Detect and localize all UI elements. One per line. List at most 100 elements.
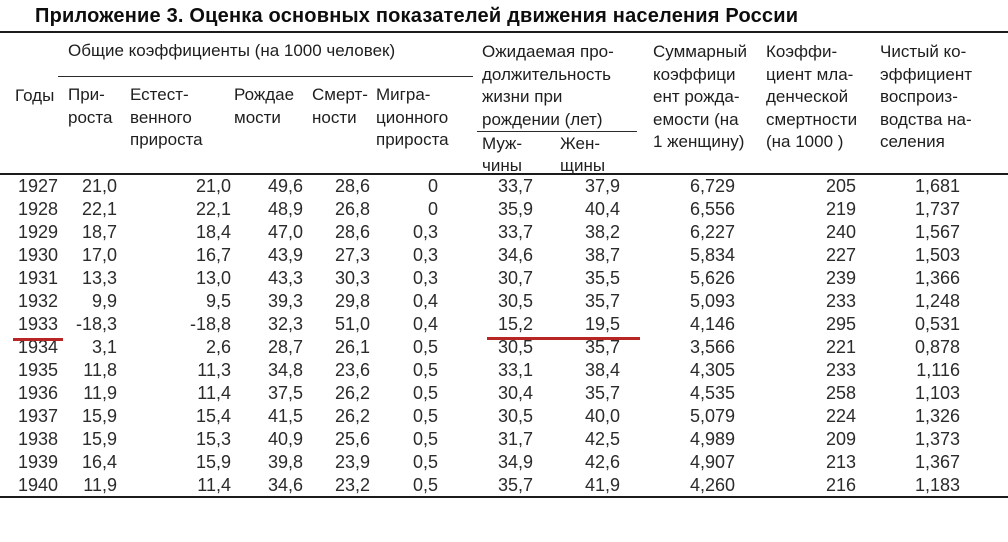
value-cell: 15,4 (195, 406, 231, 426)
table-row: 1927 21,0 21,0 49,6 28,6 0 33,7 37,9 6,729 205 1,6… (0, 175, 1008, 198)
value-cell: 26,1 (334, 337, 370, 357)
value-cell: 23,9 (334, 452, 370, 472)
value-cell: 41,5 (267, 406, 303, 426)
value-cell: 4,907 (689, 452, 735, 472)
value-cell: 0,5 (412, 429, 438, 449)
value-cell: 1,737 (914, 199, 960, 219)
value-cell: 33,7 (497, 222, 533, 242)
table-row: 1939 16,4 15,9 39,8 23,9 0,5 34,9 42,6 4,907 213 1… (0, 451, 1008, 474)
value-cell: 43,9 (267, 245, 303, 265)
value-cell: 18,7 (81, 222, 117, 242)
value-cell: 0,5 (412, 360, 438, 380)
value-cell: 19,5 (584, 314, 620, 334)
value-cell: 0 (427, 176, 438, 196)
value-cell: 40,4 (584, 199, 620, 219)
value-cell: 13,3 (81, 268, 117, 288)
table-row: 1935 11,8 11,3 34,8 23,6 0,5 33,1 38,4 4,305 233 1… (0, 359, 1008, 382)
value-cell: 0,3 (412, 245, 438, 265)
value-cell: 227 (825, 245, 856, 265)
header-group-life-columns: Муж- чины Жен- щины (443, 133, 627, 178)
value-cell: 34,6 (497, 245, 533, 265)
value-cell: 22,1 (195, 199, 231, 219)
value-cell: 22,1 (81, 199, 117, 219)
value-cell: 1,681 (914, 176, 960, 196)
header-group-common-label: Общие коэффициенты (на 1000 человек) (58, 40, 473, 77)
value-cell: 51,0 (334, 314, 370, 334)
value-cell: 0,5 (412, 474, 438, 495)
value-cell: 6,556 (689, 199, 735, 219)
header-growth: При- роста (68, 85, 113, 127)
value-cell: 4,535 (689, 383, 735, 403)
year-cell: 1938 (17, 429, 59, 449)
table-row: 1934 3,1 2,6 28,7 26,1 0,5 30,5 35,7 3,566 221 0,8… (0, 336, 1008, 359)
value-cell: 15,2 (497, 314, 533, 334)
value-cell: 16,7 (195, 245, 231, 265)
value-cell: 34,9 (497, 452, 533, 472)
value-cell: 35,7 (584, 291, 620, 311)
value-cell: 0,531 (914, 314, 960, 334)
value-cell: 17,0 (81, 245, 117, 265)
year-cell: 1936 (17, 383, 59, 403)
value-cell: 30,3 (334, 268, 370, 288)
value-cell: 5,626 (689, 268, 735, 288)
value-cell: 1,248 (914, 291, 960, 311)
year-cell: 1939 (17, 452, 59, 472)
value-cell: 33,1 (497, 360, 533, 380)
value-cell: 1,326 (914, 406, 960, 426)
value-cell: 0,5 (412, 452, 438, 472)
value-cell: 49,6 (267, 176, 303, 196)
value-cell: 0,4 (412, 314, 438, 334)
year-cell: 1930 (17, 245, 59, 265)
value-cell: 34,8 (267, 360, 303, 380)
year-cell: 1931 (17, 268, 59, 288)
value-cell: 1,183 (914, 474, 960, 495)
value-cell: 18,4 (195, 222, 231, 242)
value-cell: 11,9 (83, 474, 117, 495)
page-title: Приложение 3. Оценка основных показателе… (0, 0, 1008, 33)
value-cell: 23,6 (334, 360, 370, 380)
value-cell: 26,2 (334, 383, 370, 403)
value-cell: 0,3 (412, 222, 438, 242)
population-indicators-table: 1927 21,0 21,0 49,6 28,6 0 33,7 37,9 6,729 205 1,6… (0, 175, 1008, 498)
value-cell: 11,4 (197, 474, 231, 495)
header-years: Годы (15, 86, 55, 105)
value-cell: 0,4 (412, 291, 438, 311)
value-cell: 1,373 (914, 429, 960, 449)
value-cell: 224 (825, 406, 856, 426)
value-cell: 0,878 (914, 337, 960, 357)
value-cell: 0 (427, 199, 438, 219)
value-cell: 34,6 (267, 474, 303, 495)
value-cell: 30,5 (497, 337, 533, 357)
header-net-reproduction: Чистый ко- эффициент воспроиз- водства н… (880, 42, 973, 151)
value-cell: 26,2 (334, 406, 370, 426)
value-cell: 219 (825, 199, 856, 219)
year-cell: 1932 (17, 291, 59, 311)
header-group-common-columns: При- роста Естест- венного прироста Рожд… (62, 84, 449, 152)
value-cell: 15,9 (81, 406, 117, 426)
year-cell: 1934 (17, 337, 59, 357)
value-cell: 0,3 (412, 268, 438, 288)
header-total-fertility: Суммарный коэффици ент рожда- емости (на… (653, 42, 747, 151)
value-cell: 37,5 (267, 383, 303, 403)
value-cell: 11,3 (197, 360, 231, 380)
value-cell: 9,5 (205, 291, 231, 311)
value-cell: 48,9 (267, 199, 303, 219)
year-cell: 1927 (17, 176, 59, 196)
value-cell: 0,5 (412, 383, 438, 403)
value-cell: 30,4 (497, 383, 533, 403)
value-cell: 15,9 (195, 452, 231, 472)
value-cell: 27,3 (334, 245, 370, 265)
value-cell: 15,3 (195, 429, 231, 449)
value-cell: 23,2 (334, 474, 370, 495)
value-cell: 4,146 (689, 314, 735, 334)
value-cell: 2,6 (205, 337, 231, 357)
year-cell: 1937 (17, 406, 59, 426)
value-cell: 39,8 (267, 452, 303, 472)
year-cell: 1929 (17, 222, 59, 242)
value-cell: -18,8 (189, 314, 231, 334)
value-cell: 15,9 (81, 429, 117, 449)
value-cell: 1,366 (914, 268, 960, 288)
value-cell: 3,566 (689, 337, 735, 357)
value-cell: 38,4 (584, 360, 620, 380)
